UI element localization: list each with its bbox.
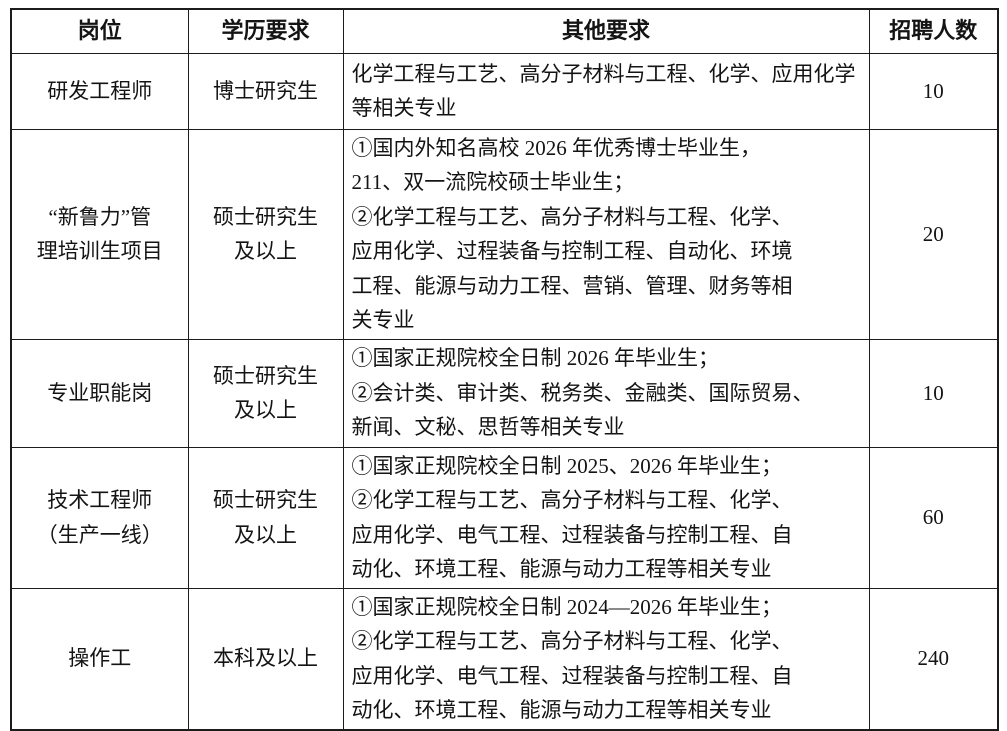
education-cell: 本科及以上 (187, 587, 344, 730)
headcount-cell: 240 (868, 587, 999, 730)
header-education: 学历要求 (187, 8, 344, 54)
header-requirements: 其他要求 (342, 8, 870, 54)
recruitment-table: 岗位 学历要求 其他要求 招聘人数 研发工程师 博士研究生 化学工程与工艺、高分… (10, 8, 999, 731)
header-position: 岗位 (10, 8, 189, 54)
table-row: 研发工程师 博士研究生 化学工程与工艺、高分子材料与工程、化学、应用化学等相关专… (10, 52, 999, 130)
requirements-cell: 化学工程与工艺、高分子材料与工程、化学、应用化学等相关专业 (342, 52, 870, 130)
education-cell: 硕士研究生 及以上 (187, 128, 344, 340)
table-row: 技术工程师 （生产一线） 硕士研究生 及以上 ①国家正规院校全日制 2025、2… (10, 446, 999, 589)
header-headcount: 招聘人数 (868, 8, 999, 54)
requirements-cell: ①国家正规院校全日制 2025、2026 年毕业生； ②化学工程与工艺、高分子材… (342, 446, 870, 589)
headcount-cell: 10 (868, 338, 999, 448)
education-cell: 博士研究生 (187, 52, 344, 130)
position-cell: 专业职能岗 (10, 338, 189, 448)
table-header-row: 岗位 学历要求 其他要求 招聘人数 (10, 8, 999, 54)
position-cell: 研发工程师 (10, 52, 189, 130)
requirements-cell: ①国家正规院校全日制 2026 年毕业生； ②会计类、审计类、税务类、金融类、国… (342, 338, 870, 448)
table-row: 操作工 本科及以上 ①国家正规院校全日制 2024—2026 年毕业生； ②化学… (10, 587, 999, 730)
headcount-cell: 20 (868, 128, 999, 340)
position-cell: “新鲁力”管 理培训生项目 (10, 128, 189, 340)
requirements-cell: ①国家正规院校全日制 2024—2026 年毕业生； ②化学工程与工艺、高分子材… (342, 587, 870, 730)
table-row: “新鲁力”管 理培训生项目 硕士研究生 及以上 ①国内外知名高校 2026 年优… (10, 128, 999, 340)
education-cell: 硕士研究生 及以上 (187, 338, 344, 448)
table-row: 专业职能岗 硕士研究生 及以上 ①国家正规院校全日制 2026 年毕业生； ②会… (10, 338, 999, 448)
position-cell: 技术工程师 （生产一线） (10, 446, 189, 589)
requirements-cell: ①国内外知名高校 2026 年优秀博士毕业生， 211、双一流院校硕士毕业生； … (342, 128, 870, 340)
education-cell: 硕士研究生 及以上 (187, 446, 344, 589)
position-cell: 操作工 (10, 587, 189, 730)
headcount-cell: 60 (868, 446, 999, 589)
headcount-cell: 10 (868, 52, 999, 130)
